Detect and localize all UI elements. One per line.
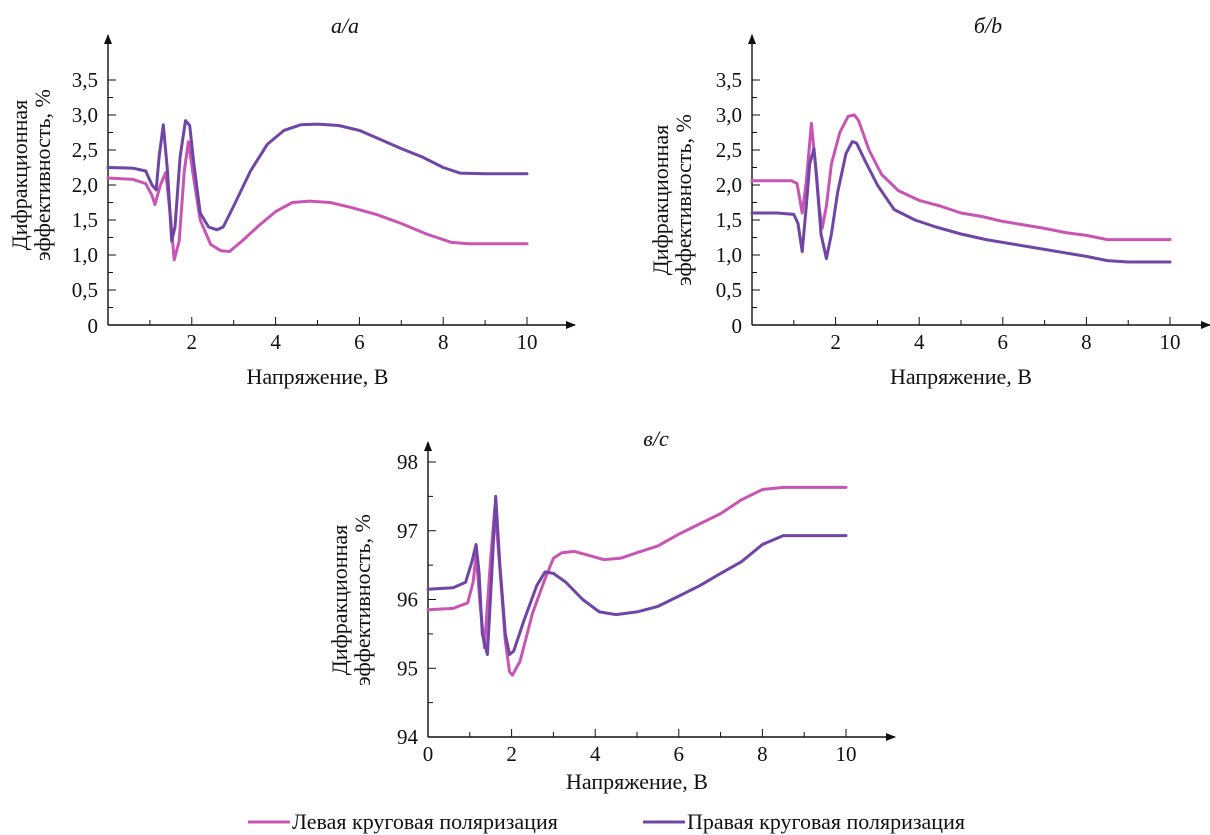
x-tick-label: 8 [1081,330,1092,354]
legend-item-right-circular: Правая круговая поляризация [643,809,965,834]
y-tick-label: 96 [397,588,418,612]
y-tick-label: 3,0 [716,103,742,127]
panel-title: а/a [331,13,359,38]
legend-label-right: Правая круговая поляризация [687,809,965,834]
y-axis-title-line-1: Дифракционная [327,525,352,675]
y-tick-label: 2,0 [716,173,742,197]
y-axis-title-line-2: эффективность, % [30,89,55,261]
panel-title: б/b [974,13,1002,38]
x-tick-label: 6 [998,330,1009,354]
y-tick-label: 98 [397,450,418,474]
x-tick-label: 6 [674,742,685,766]
y-tick-label: 2,5 [72,138,98,162]
x-tick-label: 2 [187,330,198,354]
chart-panel-a: 2 4 6 8 10 0 0,5 1,0 1,5 2,0 2,5 3,0 3,5 а/a Напряжени… [7,13,576,389]
x-tick-label: 8 [438,330,449,354]
y-axis-title-line-1: Дифракционная [648,125,673,275]
x-tick-label: 10 [1160,330,1181,354]
y-tick-label: 97 [397,519,418,543]
y-axis-title-line-2: эффективность, % [350,514,375,686]
legend: Левая круговая поляризация Правая кругов… [248,809,965,834]
x-tick-label: 0 [423,742,434,766]
x-axis-title: Напряжение, В [247,364,389,389]
x-tick-label: 6 [354,330,365,354]
y-tick-label: 1,5 [72,208,98,232]
series-line-right-circular [106,119,529,243]
x-tick-label: 10 [836,742,857,766]
x-axis-title: Напряжение, В [890,364,1032,389]
y-tick-label: 3,5 [716,68,742,92]
panel-title: в/c [643,426,669,451]
y-tick-label: 1,5 [716,208,742,232]
y-tick-label: 2,0 [72,173,98,197]
y-tick-label: 1,0 [72,243,98,267]
y-tick-label: 94 [397,725,419,749]
series-line-left-circular [750,113,1172,242]
x-tick-label: 8 [757,742,768,766]
y-axis-title-line-1: Дифракционная [7,100,32,250]
legend-item-left-circular: Левая круговая поляризация [248,809,558,834]
chart-panel-b: 2 4 6 8 10 0 0,5 1,0 1,5 2,0 2,5 3,0 3,5 б/b Напряжени… [648,13,1210,389]
series-line-right-circular [426,494,848,656]
x-axis-title: Напряжение, В [566,769,708,794]
y-tick-label: 3,0 [72,103,98,127]
y-tick-label: 0 [88,314,99,338]
y-tick-label: 0,5 [716,278,742,302]
x-tick-label: 4 [914,330,925,354]
y-tick-label: 0 [732,314,743,338]
y-tick-label: 0,5 [72,278,98,302]
x-tick-label: 4 [590,742,601,766]
chart-panel-c: 0 2 4 6 8 10 94 95 96 97 98 в/c Напряжение, В Дифракц… [327,426,896,794]
x-tick-label: 2 [506,742,517,766]
series-line-left-circular [106,140,529,262]
x-tick-label: 2 [830,330,841,354]
y-tick-label: 3,5 [72,68,98,92]
legend-label-left: Левая круговая поляризация [292,809,558,834]
y-axis-title-line-2: эффективность, % [671,114,696,286]
series-line-right-circular [750,140,1172,264]
x-tick-label: 4 [270,330,281,354]
y-tick-label: 1,0 [716,243,742,267]
x-tick-label: 10 [517,330,538,354]
y-tick-label: 95 [397,656,418,680]
y-tick-label: 2,5 [716,138,742,162]
